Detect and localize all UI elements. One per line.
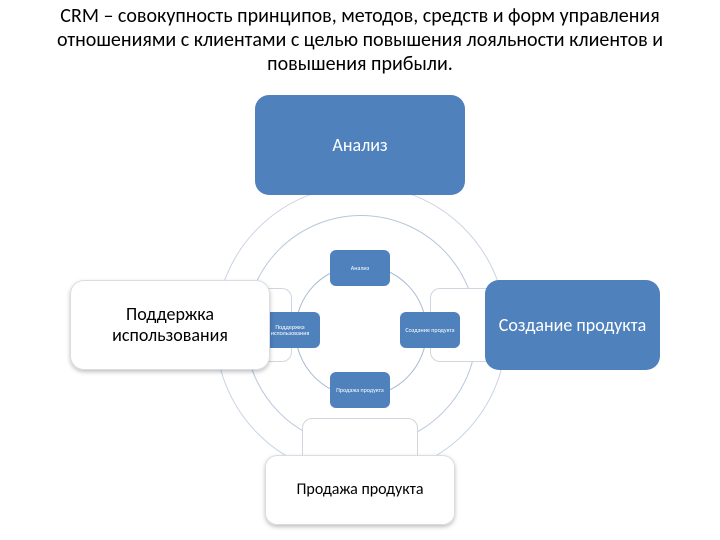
node-bottom-label: Продажа продукта <box>336 387 384 393</box>
node-top: Анализ <box>330 250 390 286</box>
diagram-stage: CRM – совокупность принципов, методов, с… <box>0 0 720 540</box>
big-top-label: Анализ <box>332 135 387 156</box>
big-bottom: Продажа продукта <box>265 455 455 525</box>
node-left-label: Поддержка использования <box>262 324 318 337</box>
node-right: Создание продукта <box>400 312 460 348</box>
big-top: Анализ <box>255 95 465 195</box>
node-bottom: Продажа продукта <box>330 372 390 408</box>
node-right-label: Создание продукта <box>405 327 454 333</box>
big-left-label: Поддержка использования <box>78 304 262 345</box>
big-bottom-label: Продажа продукта <box>296 481 423 499</box>
big-right-label: Создание продукта <box>499 315 646 336</box>
big-left: Поддержка использования <box>70 280 270 370</box>
big-right: Создание продукта <box>485 280 660 370</box>
node-top-label: Анализ <box>351 265 369 271</box>
page-title: CRM – совокупность принципов, методов, с… <box>30 4 690 76</box>
